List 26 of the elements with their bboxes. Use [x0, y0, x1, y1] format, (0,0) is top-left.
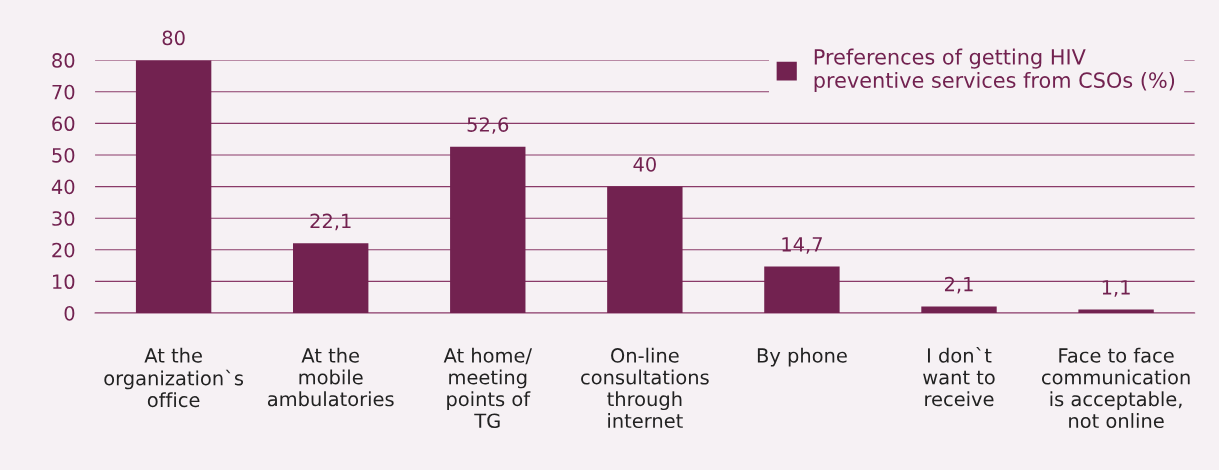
bar [921, 306, 997, 314]
bar [764, 266, 840, 314]
x-tick-label: By phone [757, 347, 847, 367]
y-tick-label: 50 [52, 147, 75, 163]
x-tick-label: At the mobile ambulatories [267, 347, 394, 407]
data-label: 1,1 [1102, 280, 1130, 297]
x-tick-label: Face to face communication is acceptable, not online [1041, 347, 1190, 429]
data-label: 80 [162, 30, 185, 46]
y-tick-label: 30 [52, 211, 75, 226]
x-tick-label: I don`t want to receive [923, 346, 995, 407]
data-label: 40 [633, 157, 656, 172]
y-tick-label: 20 [52, 242, 75, 258]
y-tick-label: 10 [53, 274, 75, 290]
bar [607, 186, 683, 314]
y-tick-label: 40 [51, 179, 75, 195]
bar [450, 146, 526, 314]
y-tick-label: 60 [52, 116, 75, 132]
legend-label: Preferences of getting HIV preventive services from CSOs (%) [814, 48, 1175, 93]
y-tick-label: 0 [64, 305, 75, 321]
bar [135, 60, 212, 314]
x-tick-label: At home/ meeting points of TG [443, 347, 532, 429]
x-tick-label: On-line consultations through internet [581, 347, 709, 429]
x-tick-label: At the organization`s office [104, 347, 244, 408]
y-tick-label: 80 [52, 53, 75, 68]
bar [293, 243, 369, 314]
y-tick-label: 70 [52, 84, 75, 100]
